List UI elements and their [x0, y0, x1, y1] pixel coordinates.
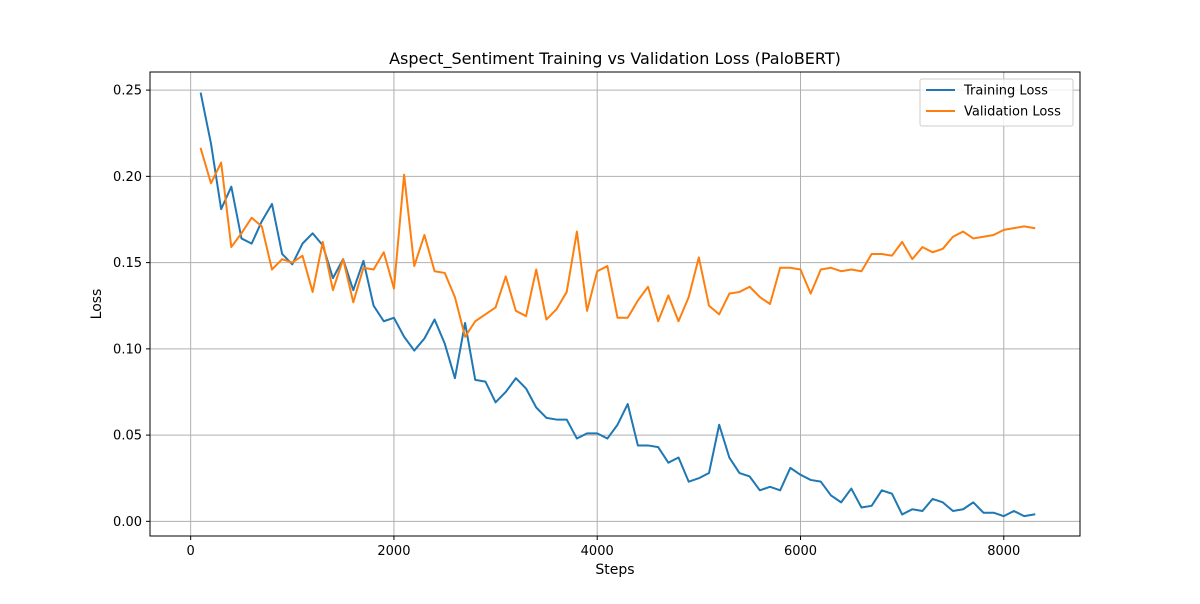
validation-loss-line	[199, 147, 1036, 338]
legend-box	[919, 78, 1074, 127]
y-tick-label: 0.15	[113, 256, 142, 271]
x-tick-label: 2000	[377, 544, 410, 559]
x-tick-label: 0	[187, 544, 195, 559]
x-tick-label: 6000	[784, 544, 817, 559]
plot-frame	[149, 71, 1081, 537]
y-tick-label: 0.10	[113, 342, 142, 357]
y-axis-label: Loss	[89, 289, 105, 320]
axis-ticks: 0 2000 4000 6000 8000 0.00 0.05 0.10 0.15 0.20 0.2…	[113, 84, 1020, 559]
legend-label-validation: Validation Loss	[964, 105, 1061, 120]
chart-title: Aspect_Sentiment Training vs Validation …	[389, 49, 841, 69]
series-lines	[199, 92, 1036, 518]
legend: Training Loss Validation Loss	[919, 78, 1074, 127]
y-tick-label: 0.05	[113, 429, 142, 444]
y-tick-label: 0.25	[113, 84, 142, 99]
legend-label-training: Training Loss	[963, 84, 1048, 99]
training-loss-line	[199, 92, 1036, 518]
y-tick-label: 0.20	[113, 170, 142, 185]
y-tick-label: 0.00	[113, 515, 142, 530]
x-tick-label: 4000	[581, 544, 614, 559]
x-tick-label: 8000	[987, 544, 1020, 559]
x-axis-label: Steps	[595, 562, 634, 578]
